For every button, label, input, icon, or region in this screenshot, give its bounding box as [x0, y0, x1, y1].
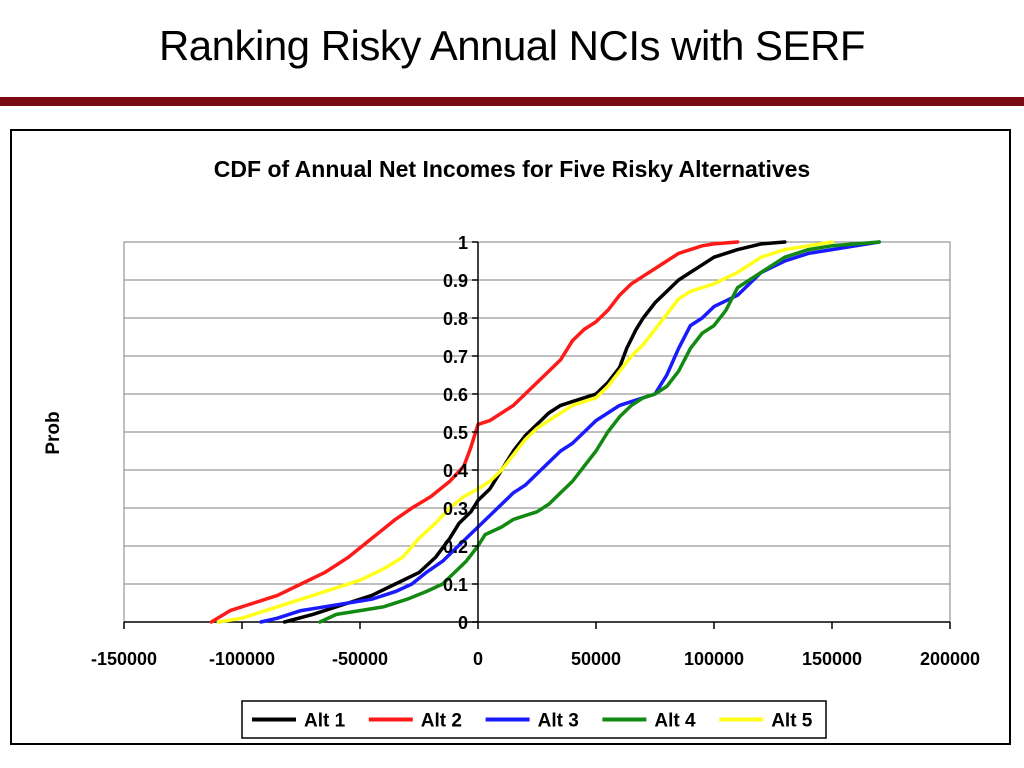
x-tick-label: -100000 [209, 649, 275, 669]
series-line-alt-3 [259, 240, 881, 624]
y-tick-label: 0.2 [443, 537, 468, 557]
y-tick-label: 0 [458, 613, 468, 633]
title-divider [0, 97, 1024, 106]
legend-item[interactable]: Alt 3 [485, 711, 579, 732]
y-tick-label: 1 [458, 233, 468, 253]
legend-item[interactable]: Alt 4 [602, 711, 696, 732]
series-line-alt-5 [216, 240, 834, 624]
legend-item[interactable]: Alt 5 [719, 711, 813, 732]
series-line-alt-2 [209, 240, 740, 624]
series-line-alt-1 [282, 240, 787, 624]
series-line-alt-4 [318, 240, 881, 624]
chart-title: CDF of Annual Net Incomes for Five Risky… [214, 156, 810, 182]
y-tick-label: 0.5 [443, 423, 468, 443]
y-tick-label: 0.8 [443, 309, 468, 329]
x-tick-label: 100000 [684, 649, 744, 669]
legend-label: Alt 3 [538, 711, 579, 732]
x-tick-label: 0 [473, 649, 483, 669]
x-tick-label: 200000 [920, 649, 980, 669]
y-tick-label: 0.7 [443, 347, 468, 367]
y-tick-label: 0.1 [443, 575, 468, 595]
legend-label: Alt 4 [654, 711, 696, 732]
x-tick-label: -50000 [332, 649, 388, 669]
cdf-chart: CDF of Annual Net Incomes for Five Risky… [43, 156, 980, 739]
y-axis-label: Prob [43, 411, 64, 454]
x-tick-label: 150000 [802, 649, 862, 669]
legend-label: Alt 2 [421, 711, 462, 732]
slide-title: Ranking Risky Annual NCIs with SERF [158, 22, 866, 69]
chart-frame: CDF of Annual Net Incomes for Five Risky… [10, 129, 1011, 745]
y-tick-label: 0.4 [443, 461, 468, 481]
legend-item[interactable]: Alt 1 [252, 711, 346, 732]
y-tick-label: 0.6 [443, 385, 468, 405]
x-tick-label: 50000 [571, 649, 621, 669]
legend-label: Alt 1 [304, 711, 346, 732]
legend-label: Alt 5 [771, 711, 813, 732]
y-tick-label: 0.3 [443, 499, 468, 519]
x-tick-label: -150000 [91, 649, 157, 669]
legend-item[interactable]: Alt 2 [368, 711, 462, 732]
y-tick-label: 0.9 [443, 271, 468, 291]
